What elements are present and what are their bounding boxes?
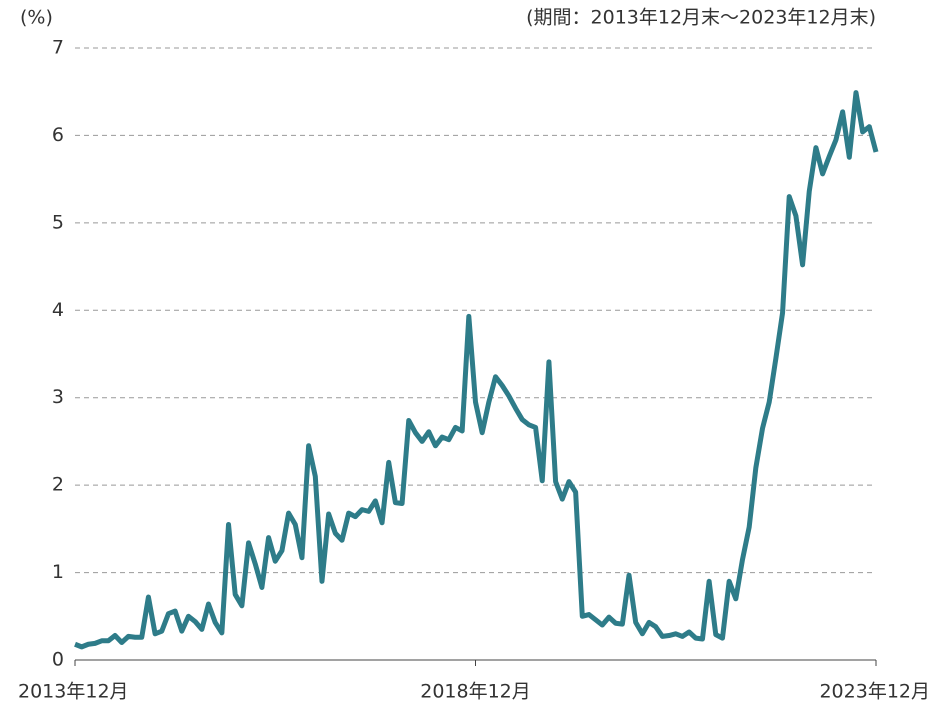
subtitle: (期間：2013年12月末～2023年12月末) <box>526 7 876 29</box>
x-tick-label: 2013年12月 <box>18 681 129 703</box>
x-tick-label: 2018年12月 <box>420 681 531 703</box>
x-tick-label: 2023年12月 <box>819 681 930 703</box>
y-tick-label: 3 <box>52 386 64 408</box>
y-tick-label: 2 <box>52 474 64 496</box>
y-axis-label: (%) <box>20 7 53 29</box>
line-series <box>74 90 879 650</box>
y-tick-label: 1 <box>52 561 64 583</box>
y-tick-label: 5 <box>52 211 64 233</box>
y-tick-label: 0 <box>52 649 64 671</box>
y-tick-label: 6 <box>52 124 64 146</box>
y-tick-label: 4 <box>52 299 64 321</box>
y-tick-label: 7 <box>52 37 64 59</box>
